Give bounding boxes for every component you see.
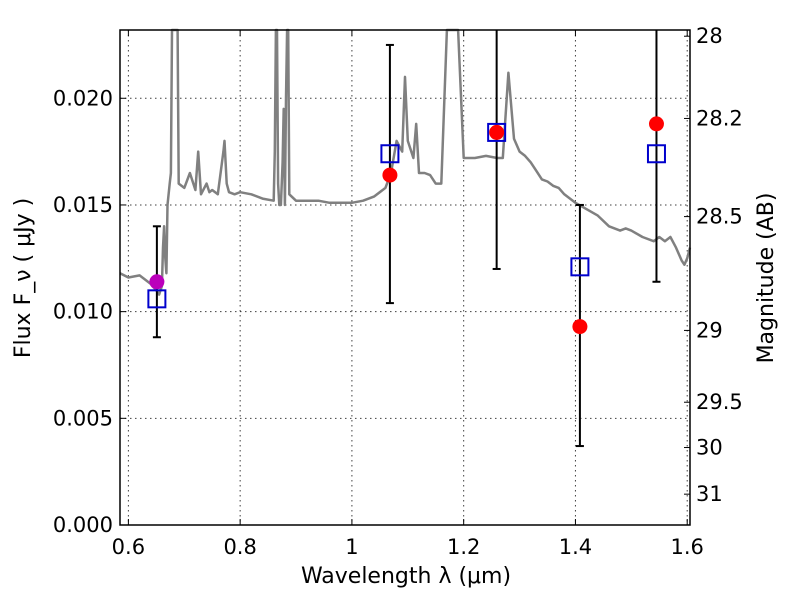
x-tick-label: 1.4 [559, 535, 592, 559]
y-axis-label: Flux F_ν ( μJy ) [11, 198, 36, 358]
model-point-square [570, 257, 590, 277]
observed-point [572, 319, 588, 335]
observed-point [149, 274, 165, 290]
model-point-square [380, 144, 400, 164]
x-tick-label: 1.6 [671, 535, 704, 559]
mag-tick-label: 29 [696, 318, 723, 342]
x-tick-label: 0.6 [112, 535, 145, 559]
mag-tick-label: 28.2 [696, 106, 743, 130]
y-tick-label: 0.010 [53, 300, 113, 324]
right-axis-label: Magnitude (AB) [754, 193, 779, 364]
mag-tick-label: 28.5 [696, 205, 743, 229]
model-point-square [487, 122, 507, 142]
model-spectrum-line [119, 28, 692, 296]
x-tick-label: 1.2 [447, 535, 480, 559]
model-spectrum-layer [119, 28, 692, 296]
y-tick-label: 0.005 [53, 406, 113, 430]
mag-tick-label: 30 [696, 436, 723, 460]
y-tick-label: 0.015 [53, 193, 113, 217]
model-point-square [646, 144, 666, 164]
observed-point [489, 124, 505, 140]
mag-tick-label: 29.5 [696, 390, 743, 414]
model-point-square [147, 289, 167, 309]
marker-layer [147, 116, 666, 335]
plot-frame [119, 29, 691, 526]
x-axis-label: Wavelength λ (μm) [301, 564, 511, 589]
mag-tick-label: 31 [696, 482, 723, 506]
observed-point [382, 167, 398, 183]
mag-tick-label: 28 [696, 24, 723, 48]
tick-layer: 0.6 0.8 1 1.2 1.4 1.6 0.000 0.005 0.010 0.015 0.02… [53, 24, 743, 559]
x-tick-label: 1 [345, 535, 358, 559]
y-tick-label: 0.000 [53, 513, 113, 537]
x-tick-label: 0.8 [223, 535, 256, 559]
observed-point [648, 116, 664, 132]
y-tick-label: 0.020 [53, 86, 113, 110]
